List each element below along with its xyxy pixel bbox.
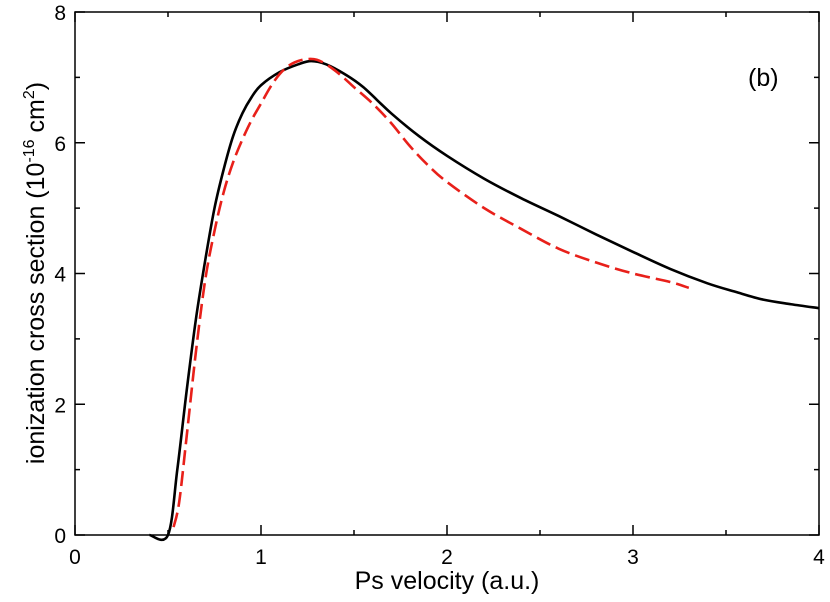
y-tick-label: 6 [54, 133, 66, 156]
axis-ticks [74, 11, 820, 536]
x-tick-label: 2 [441, 546, 453, 569]
y-axis-title-exponent-2: 2 [21, 90, 38, 99]
x-tick-label: 1 [255, 546, 267, 569]
y-axis-title: ionization cross section (10-16 cm2) [21, 82, 50, 464]
panel-label: (b) [748, 64, 779, 92]
y-axis-title-unit: cm [22, 99, 50, 139]
y-tick-label: 0 [54, 525, 66, 548]
y-axis-title-exponent-1: -16 [21, 139, 38, 162]
y-tick-label: 4 [54, 264, 66, 287]
axis-tick-labels: 0 1 2 3 4 0 2 4 6 8 [54, 2, 825, 569]
series-line-solid [149, 59, 820, 542]
y-tick-label: 8 [54, 2, 66, 25]
x-tick-label: 4 [813, 546, 825, 569]
x-tick-label: 0 [69, 546, 81, 569]
plot-frame [74, 11, 820, 536]
series-line-dashed [172, 57, 690, 528]
y-tick-label: 2 [54, 394, 66, 417]
series-layer [149, 57, 820, 542]
x-tick-label: 3 [627, 546, 639, 569]
y-axis-title-suffix: ) [22, 82, 50, 90]
x-axis-title: Ps velocity (a.u.) [355, 567, 540, 595]
y-axis-title-prefix: ionization cross section (10 [22, 163, 50, 465]
